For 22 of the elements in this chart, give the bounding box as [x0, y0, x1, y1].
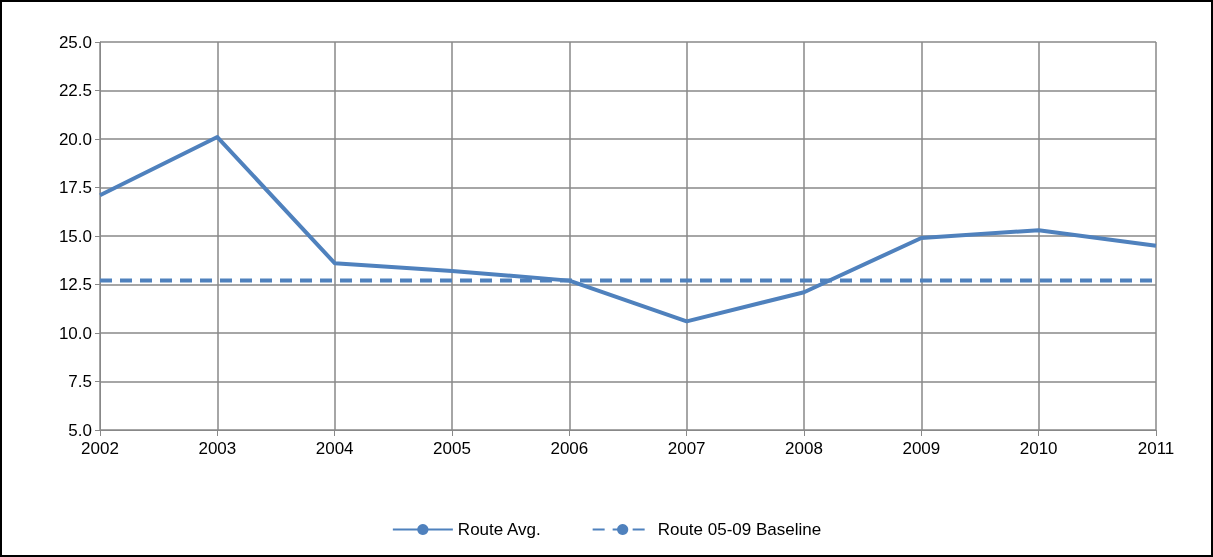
y-tick-label: 20.0: [58, 129, 92, 149]
x-tick-label: 2006: [550, 439, 589, 458]
y-tick-label: 10.0: [58, 323, 92, 343]
y-tick-label: 12.5: [58, 275, 92, 294]
y-tick-label: 15.0: [58, 226, 92, 246]
x-tick-label: 2008: [785, 439, 823, 458]
x-tick-label: 2011: [1137, 439, 1175, 458]
x-tick-label: 2005: [433, 439, 471, 458]
y-tick-label: 25.0: [58, 32, 92, 52]
y-tick-label: 7.5: [68, 372, 92, 391]
y-tick-label: 17.5: [58, 178, 92, 197]
x-tick-label: 2003: [198, 439, 237, 458]
x-tick-label: 2009: [902, 439, 941, 458]
y-tick-label: 22.5: [58, 81, 92, 100]
x-tick-label: 2007: [667, 439, 706, 458]
x-tick-label: 2004: [315, 439, 354, 458]
x-tick-label: 2010: [1019, 439, 1058, 458]
line-series: [98, 135, 1158, 324]
legend-label: Route 05-09 Baseline: [657, 520, 822, 539]
legend-label: Route Avg.: [457, 520, 541, 539]
x-tick-label: 2002: [81, 439, 119, 458]
y-tick-label: 5.0: [68, 420, 92, 440]
